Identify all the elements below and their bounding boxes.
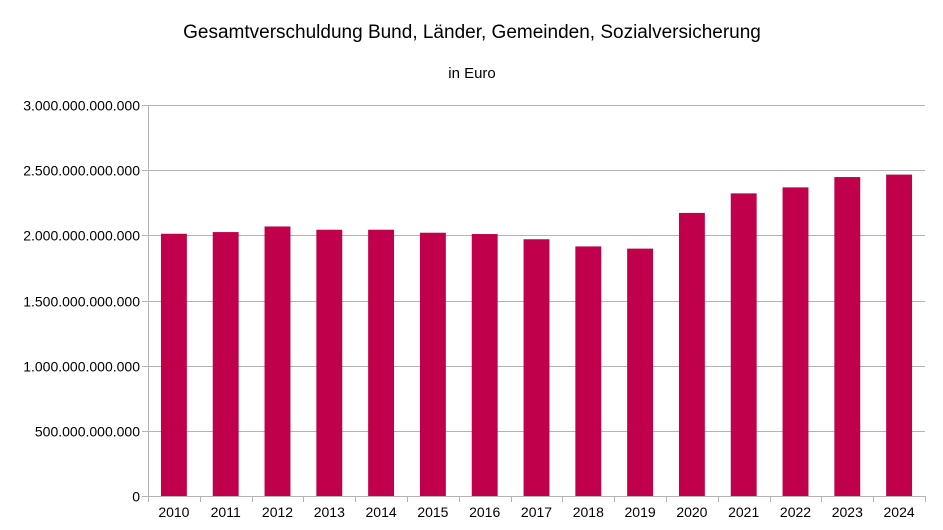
bar-2021 bbox=[730, 193, 757, 496]
bar-2010 bbox=[160, 233, 187, 496]
x-tick-label: 2021 bbox=[728, 504, 759, 520]
x-tick-label: 2011 bbox=[211, 504, 241, 520]
y-tick-label: 1.000.000.000.000 bbox=[23, 359, 140, 375]
y-tick-label: 2.000.000.000.000 bbox=[23, 228, 140, 244]
x-tick-label: 2015 bbox=[417, 504, 448, 520]
bar-2024 bbox=[886, 174, 913, 496]
bar-2011 bbox=[212, 232, 239, 496]
bar-2012 bbox=[264, 226, 291, 496]
chart-title: Gesamtverschuldung Bund, Länder, Gemeind… bbox=[183, 22, 761, 43]
x-tick-label: 2020 bbox=[676, 504, 707, 520]
x-tick-label: 2014 bbox=[366, 504, 397, 520]
x-tick-label: 2022 bbox=[780, 504, 811, 520]
y-axis-ticks: 0 500.000.000.000 1.000.000.000.000 1.500.0… bbox=[23, 98, 140, 505]
bar-2016 bbox=[471, 234, 498, 496]
x-tick-label: 2017 bbox=[521, 504, 552, 520]
bar-2017 bbox=[523, 239, 550, 497]
y-tick-label: 500.000.000.000 bbox=[35, 424, 140, 440]
x-tick-label: 2024 bbox=[884, 504, 915, 520]
y-tick-label: 3.000.000.000.000 bbox=[23, 98, 140, 114]
y-tick-label: 2.500.000.000.000 bbox=[23, 163, 140, 179]
bar-2013 bbox=[316, 229, 343, 497]
x-tick-label: 2013 bbox=[314, 504, 345, 520]
x-tick-label: 2019 bbox=[625, 504, 656, 520]
bar-2015 bbox=[419, 232, 446, 497]
bar-2020 bbox=[678, 212, 705, 497]
bar-2022 bbox=[782, 187, 809, 496]
bar-2014 bbox=[368, 229, 395, 497]
x-tick-label: 2010 bbox=[158, 504, 189, 520]
bar-2023 bbox=[834, 177, 861, 496]
y-tick-label: 0 bbox=[132, 489, 140, 505]
x-tick-label: 2018 bbox=[573, 504, 604, 520]
bars bbox=[160, 174, 913, 497]
x-axis-ticks: 2010 2011 2012 2013 2014 2015 2016 2017 2018 2019… bbox=[158, 504, 915, 520]
x-tick-label: 2012 bbox=[262, 504, 293, 520]
x-tick-label: 2016 bbox=[469, 504, 500, 520]
bar-2018 bbox=[575, 246, 602, 496]
chart-subtitle: in Euro bbox=[448, 65, 496, 82]
y-tick-label: 1.500.000.000.000 bbox=[23, 294, 140, 310]
bar-2019 bbox=[627, 248, 654, 496]
x-tick-label: 2023 bbox=[832, 504, 863, 520]
